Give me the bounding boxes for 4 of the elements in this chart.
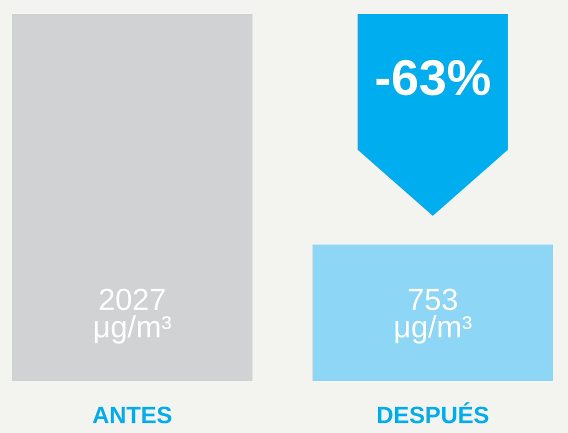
data-label: 753 μg/m³ [395, 288, 472, 344]
x-tick-label: DESPUÉS [378, 402, 488, 424]
annotation: -63% [376, 60, 490, 96]
x-tick-label: ANTES [92, 406, 172, 424]
